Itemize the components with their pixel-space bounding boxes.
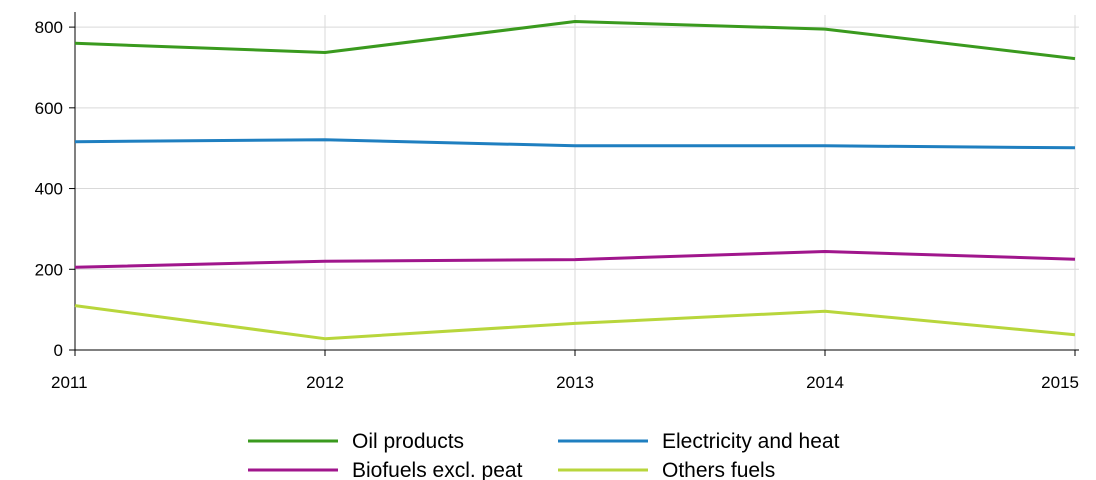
legend-label-electricity-and-heat: Electricity and heat [662, 430, 840, 453]
legend-label-oil-products: Oil products [352, 430, 464, 453]
y-tick-label: 400 [35, 180, 63, 199]
series-line-others-fuels [74, 304, 1076, 341]
y-tick-label: 0 [54, 341, 63, 360]
x-tick-label: 2014 [806, 373, 844, 392]
y-tick-label: 600 [35, 99, 63, 118]
x-tick-label: 2013 [556, 373, 594, 392]
y-axis-ticks: 0 200 400 600 800 [35, 18, 75, 360]
y-tick-label: 800 [35, 18, 63, 37]
legend: Oil products Electricity and heat Biofuels… [248, 430, 840, 480]
series-line-biofuels-excl-peat [74, 250, 1076, 269]
series-lines [74, 20, 1076, 341]
x-tick-label: 2015 [1041, 373, 1079, 392]
x-tick-label: 2011 [51, 373, 88, 392]
x-tick-label: 2012 [306, 373, 344, 392]
grid [74, 15, 1079, 351]
series-line-electricity-and-heat [74, 138, 1076, 150]
legend-label-biofuels-excl-peat: Biofuels excl. peat [352, 459, 523, 480]
axes [74, 12, 1079, 351]
y-tick-label: 200 [35, 260, 63, 279]
legend-label-others-fuels: Others fuels [662, 459, 775, 480]
series-line-oil-products [74, 20, 1076, 61]
x-axis-ticks: 2011 2012 2013 2014 2015 [51, 350, 1079, 392]
